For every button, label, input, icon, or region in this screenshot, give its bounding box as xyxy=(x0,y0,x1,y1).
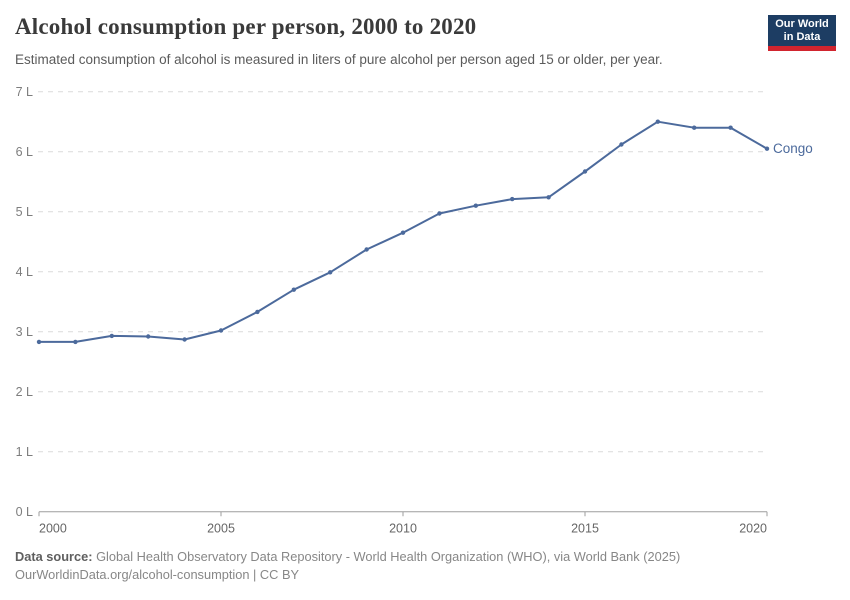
data-point[interactable] xyxy=(364,247,369,252)
data-point[interactable] xyxy=(400,230,406,235)
data-point[interactable] xyxy=(218,328,224,333)
y-tick-label: 5 L xyxy=(16,205,33,219)
chart-subtitle: Estimated consumption of alcohol is meas… xyxy=(15,52,663,67)
y-tick-label: 7 L xyxy=(16,85,33,99)
data-point[interactable] xyxy=(182,337,187,342)
data-point[interactable] xyxy=(728,125,733,130)
y-tick-label: 6 L xyxy=(16,145,33,159)
data-point[interactable] xyxy=(328,270,333,275)
y-tick-label: 0 L xyxy=(16,505,33,519)
y-tick-label: 1 L xyxy=(16,445,33,459)
data-point[interactable] xyxy=(109,333,115,339)
x-tick-label: 2000 xyxy=(39,522,67,536)
data-point[interactable] xyxy=(437,211,442,216)
y-tick-label: 3 L xyxy=(16,325,33,339)
data-point[interactable] xyxy=(473,203,478,208)
x-tick-label: 2010 xyxy=(389,522,417,536)
data-source-text: Global Health Observatory Data Repositor… xyxy=(92,549,681,564)
data-point[interactable] xyxy=(36,339,42,345)
citation-link[interactable]: OurWorldinData.org/alcohol-consumption |… xyxy=(15,567,300,582)
data-point[interactable] xyxy=(692,125,697,130)
owid-logo[interactable]: Our World in Data xyxy=(768,15,836,51)
data-point[interactable] xyxy=(619,142,624,147)
data-point[interactable] xyxy=(510,196,515,202)
data-point[interactable] xyxy=(255,309,260,315)
data-point[interactable] xyxy=(582,169,588,174)
data-point[interactable] xyxy=(291,287,296,292)
logo-line1: Our World xyxy=(775,18,829,30)
data-source-label: Data source: xyxy=(15,549,93,564)
data-point[interactable] xyxy=(546,195,551,200)
data-point[interactable] xyxy=(764,146,770,151)
data-point[interactable] xyxy=(655,119,660,124)
x-tick-label: 2005 xyxy=(207,522,235,536)
y-tick-label: 2 L xyxy=(16,385,33,399)
y-tick-label: 4 L xyxy=(16,265,33,279)
chart-footer: Data source: Global Health Observatory D… xyxy=(15,548,680,584)
series-end-label[interactable]: Congo xyxy=(773,141,813,156)
x-tick-label: 2020 xyxy=(739,522,767,536)
data-source-line: Data source: Global Health Observatory D… xyxy=(15,548,680,566)
data-point[interactable] xyxy=(146,334,151,339)
chart-title: Alcohol consumption per person, 2000 to … xyxy=(15,14,477,39)
data-point[interactable] xyxy=(73,339,78,345)
x-tick-label: 2015 xyxy=(571,522,599,536)
logo-line2: in Data xyxy=(783,30,821,43)
